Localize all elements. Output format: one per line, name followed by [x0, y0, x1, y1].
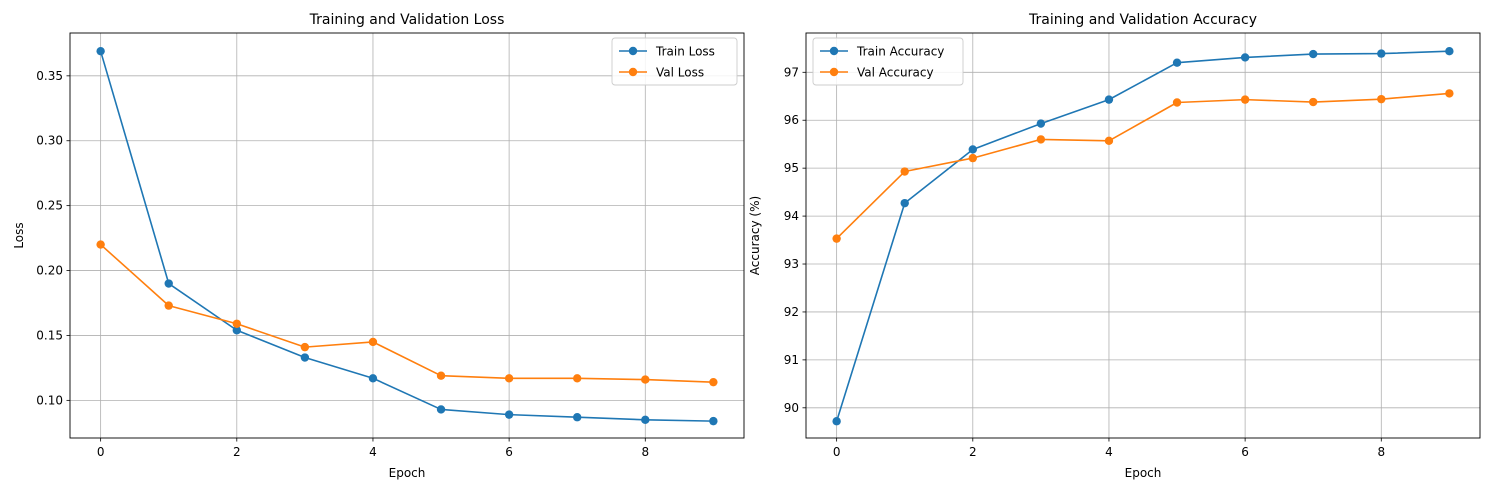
y-axis-label: Accuracy (%)	[748, 196, 762, 275]
legend-label: Train Loss	[655, 45, 715, 59]
data-point	[1172, 58, 1182, 67]
chart-title: Training and Validation Accuracy	[1028, 12, 1257, 28]
x-tick-label: 2	[233, 445, 241, 459]
y-tick-label: 0.20	[36, 264, 63, 278]
data-point	[1036, 119, 1046, 128]
y-axis-label: Loss	[12, 222, 26, 248]
loss-chart: 0 2 4 6 8 0.10 0.15 0.20 0.25 0.30 0.35 Training an…	[12, 12, 745, 480]
data-point	[832, 234, 841, 243]
legend-box	[812, 37, 964, 86]
series-line-1	[836, 92, 1450, 240]
legend-swatch-marker	[628, 46, 638, 56]
data-point	[641, 415, 650, 425]
y-tick-label: 96	[784, 113, 799, 127]
chart-title: Training and Validation Loss	[309, 12, 505, 28]
data-point	[1240, 95, 1250, 104]
data-point	[641, 375, 650, 384]
data-point	[1377, 49, 1386, 58]
series-line-1	[100, 243, 714, 383]
y-tick-label: 0.35	[36, 69, 63, 83]
x-tick-label: 8	[641, 445, 649, 459]
data-point	[709, 416, 718, 426]
data-point	[968, 153, 977, 163]
x-tick-label: 4	[1105, 445, 1113, 459]
x-tick-label: 4	[369, 445, 377, 459]
legend-swatch-marker	[829, 67, 839, 77]
data-point	[1172, 98, 1182, 107]
data-point	[436, 371, 446, 380]
data-point	[1240, 53, 1250, 62]
data-point	[1309, 49, 1318, 59]
data-point	[1309, 97, 1318, 107]
y-tick-label: 90	[784, 401, 799, 415]
legend: Train Loss Val Loss	[611, 37, 738, 86]
x-tick-label: 8	[1377, 445, 1385, 459]
y-tick-label: 93	[784, 257, 799, 271]
data-point	[232, 319, 241, 328]
data-point	[1036, 135, 1046, 144]
data-point	[300, 342, 310, 352]
accuracy-chart: 0 2 4 6 8 90 91 92 93 94 95 96 97 Training and Valida…	[748, 12, 1481, 480]
x-tick-label: 6	[1241, 445, 1249, 459]
data-point	[573, 374, 582, 383]
data-point	[164, 301, 173, 310]
series-line-0	[99, 50, 714, 422]
data-point	[832, 417, 841, 426]
data-point	[504, 410, 514, 419]
data-point	[1104, 136, 1114, 146]
x-axis-label: Epoch	[1125, 466, 1162, 480]
x-axis-label: Epoch	[389, 466, 426, 480]
data-point	[968, 145, 977, 154]
data-point	[709, 377, 718, 387]
data-point	[573, 413, 582, 422]
data-point	[368, 337, 378, 347]
y-tick-label: 92	[784, 305, 799, 319]
legend-swatch-marker	[829, 46, 839, 56]
data-point	[1445, 89, 1454, 98]
legend-label: Val Accuracy	[857, 66, 934, 80]
plot-frame	[69, 32, 745, 439]
y-tick-label: 0.10	[36, 393, 63, 407]
data-point	[232, 326, 241, 335]
y-tick-label: 0.25	[36, 199, 63, 213]
legend-label: Val Loss	[656, 66, 704, 80]
data-point	[504, 374, 514, 383]
data-point	[300, 353, 310, 362]
x-tick-label: 0	[97, 445, 105, 459]
legend-swatch-marker	[628, 67, 638, 77]
y-tick-label: 95	[784, 161, 799, 175]
data-point	[1104, 95, 1114, 104]
legend: Train Accuracy Val Accuracy	[812, 37, 964, 86]
data-point	[436, 405, 446, 414]
y-tick-label: 0.30	[36, 134, 63, 148]
x-tick-label: 0	[833, 445, 841, 459]
data-point	[1377, 94, 1386, 104]
data-point	[900, 198, 909, 208]
y-tick-label: 97	[784, 65, 799, 79]
data-point	[96, 46, 105, 56]
legend-box	[611, 37, 738, 86]
data-point	[96, 240, 105, 249]
x-tick-label: 2	[969, 445, 977, 459]
y-tick-label: 91	[784, 353, 799, 367]
data-point	[900, 167, 909, 176]
plot-frame	[805, 32, 1481, 439]
series-line-0	[835, 50, 1450, 422]
x-tick-label: 6	[505, 445, 513, 459]
y-tick-label: 0.15	[36, 328, 63, 342]
legend-label: Train Accuracy	[856, 45, 944, 59]
data-point	[1445, 47, 1454, 56]
data-point	[368, 374, 378, 383]
data-point	[164, 279, 173, 288]
y-tick-label: 94	[784, 209, 799, 223]
